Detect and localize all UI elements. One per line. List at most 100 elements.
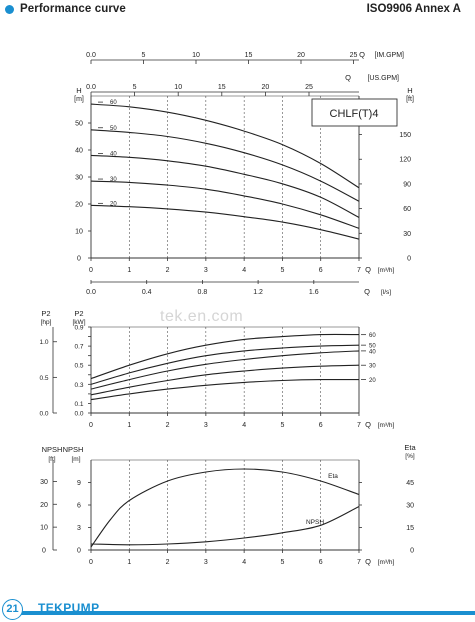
im-gpm-tick-label: 10 bbox=[192, 52, 200, 59]
h-x-unit: [m³/h] bbox=[378, 267, 395, 274]
p2-x-unit: [m³/h] bbox=[378, 422, 395, 429]
h-x-tick-label: 2 bbox=[166, 267, 170, 274]
us-gpm-unit-label: [US.GPM] bbox=[367, 75, 399, 82]
us-gpm-tick-label: 0.0 bbox=[86, 84, 96, 91]
h-left-tick-label: 30 bbox=[75, 175, 83, 182]
curve-npsh bbox=[90, 506, 360, 546]
p2-kw-tick-label: 0.5 bbox=[74, 363, 83, 370]
h-right-tick-label: 90 bbox=[403, 181, 411, 188]
ls-tick-label: 0.4 bbox=[142, 289, 152, 296]
h-right-tick-label: 30 bbox=[403, 231, 411, 238]
h-left-tick-label: 10 bbox=[75, 229, 83, 236]
eta-axis-title: Eta bbox=[404, 443, 416, 452]
h-left-axis-title: H bbox=[76, 86, 81, 95]
h-x-tick-label: 6 bbox=[319, 267, 323, 274]
p2-curve-40 bbox=[90, 350, 360, 390]
im-gpm-tick-label: 25 bbox=[350, 52, 358, 59]
npsh-x-unit: [m³/h] bbox=[378, 559, 395, 566]
h-curve-30 bbox=[90, 180, 360, 229]
ls-unit-label: [l/s] bbox=[381, 289, 391, 296]
npsh-m-tick-label: 0 bbox=[77, 548, 81, 555]
p2-curve-label-30: 30 bbox=[369, 364, 376, 370]
npsh-x-tick-label: 6 bbox=[319, 559, 323, 566]
h-x-tick-label: 0 bbox=[89, 267, 93, 274]
p2-curve-label-40: 40 bbox=[369, 349, 376, 355]
im-gpm-unit-label: [IM.GPM] bbox=[374, 52, 404, 59]
npsh-ft-tick-label: 30 bbox=[40, 479, 48, 486]
h-x-tick-label: 5 bbox=[280, 267, 284, 274]
eta-tick-label: 45 bbox=[406, 480, 414, 487]
npsh-m-tick-label: 6 bbox=[77, 503, 81, 510]
p2-kw-unit: [kW] bbox=[73, 319, 86, 326]
p2-hp-tick-label: 0.5 bbox=[39, 375, 48, 382]
npsh-m-axis-title: NPSH bbox=[63, 445, 84, 454]
p2-x-tick-label: 1 bbox=[127, 422, 131, 429]
h-right-tick-label: 60 bbox=[403, 206, 411, 213]
npsh-m-unit: [m] bbox=[71, 456, 80, 463]
eta-curve-label: Eta bbox=[328, 473, 338, 480]
npsh-x-tick-label: 3 bbox=[204, 559, 208, 566]
p2-curve-50 bbox=[90, 344, 360, 385]
npsh-x-axis-title: Q bbox=[365, 557, 371, 566]
p2-curve-20 bbox=[90, 378, 360, 401]
standard-label: ISO9906 Annex A bbox=[366, 3, 461, 15]
npsh-m-tick-label: 9 bbox=[77, 480, 81, 487]
h-curve-label-60: 60 bbox=[110, 100, 117, 106]
p2-curve-60 bbox=[90, 333, 360, 380]
ls-tick-label: 0.0 bbox=[86, 289, 96, 296]
h-left-unit: [m] bbox=[74, 96, 84, 103]
p2-x-tick-label: 5 bbox=[280, 422, 284, 429]
us-gpm-tick-label: 15 bbox=[218, 84, 226, 91]
h-curve-40 bbox=[90, 154, 360, 218]
h-left-tick-label: 40 bbox=[75, 148, 83, 155]
page-number-badge: 21 bbox=[2, 599, 23, 620]
p2-kw-tick-label: 0.9 bbox=[74, 325, 83, 332]
npsh-m-tick-label: 3 bbox=[77, 525, 81, 532]
h-x-tick-label: 1 bbox=[127, 267, 131, 274]
watermark-text: tek.en.com bbox=[160, 308, 244, 325]
npsh-x-tick-label: 5 bbox=[280, 559, 284, 566]
ls-tick-label: 1.6 bbox=[309, 289, 319, 296]
h-x-tick-label: 7 bbox=[357, 267, 361, 274]
p2-kw-tick-label: 0.0 bbox=[74, 411, 83, 418]
npsh-ft-tick-label: 20 bbox=[40, 502, 48, 509]
npsh-x-tick-label: 1 bbox=[127, 559, 131, 566]
im-gpm-tick-label: 0.0 bbox=[86, 52, 96, 59]
npsh-x-tick-label: 0 bbox=[89, 559, 93, 566]
im-gpm-tick-label: 20 bbox=[297, 52, 305, 59]
p2-hp-tick-label: 1.0 bbox=[39, 339, 48, 346]
curve-eta bbox=[90, 468, 360, 548]
npsh-ft-tick-label: 0 bbox=[42, 548, 46, 555]
h-curve-label-20: 20 bbox=[110, 201, 117, 207]
npsh-x-tick-label: 7 bbox=[357, 559, 361, 566]
npsh-ft-tick-label: 10 bbox=[40, 525, 48, 532]
h-curve-50 bbox=[90, 129, 360, 202]
p2-curve-30 bbox=[90, 364, 360, 396]
eta-tick-label: 15 bbox=[406, 525, 414, 532]
p2-x-tick-label: 6 bbox=[319, 422, 323, 429]
p2-kw-tick-label: 0.3 bbox=[74, 382, 83, 389]
eta-tick-label: 0 bbox=[410, 548, 414, 555]
us-gpm-tick-label: 10 bbox=[174, 84, 182, 91]
p2-x-axis-title: Q bbox=[365, 420, 371, 429]
npsh-curve-label: NPSH bbox=[306, 519, 324, 526]
h-curve-label-30: 30 bbox=[110, 177, 117, 183]
h-right-tick-label: 150 bbox=[399, 132, 411, 139]
npsh-x-tick-label: 2 bbox=[166, 559, 170, 566]
h-right-tick-label: 0 bbox=[407, 256, 411, 263]
h-left-tick-label: 0 bbox=[77, 256, 81, 263]
model-label-box bbox=[311, 98, 398, 127]
p2-hp-unit: [hp] bbox=[41, 319, 52, 326]
h-right-tick-label: 120 bbox=[399, 157, 411, 164]
p2-curve-label-60: 60 bbox=[369, 333, 376, 339]
p2-curve-label-20: 20 bbox=[369, 378, 376, 384]
model-label: CHLF(T)4 bbox=[330, 108, 379, 120]
us-gpm-tick-label: 20 bbox=[262, 84, 270, 91]
p2-kw-tick-label: 0.1 bbox=[74, 401, 83, 408]
h-x-axis-title: Q bbox=[365, 265, 371, 274]
p2-curve-label-50: 50 bbox=[369, 344, 376, 350]
im-gpm-tick-label: 15 bbox=[245, 52, 253, 59]
h-curve-label-40: 40 bbox=[110, 151, 117, 157]
brand-logo-text: TEKPUMP bbox=[38, 601, 100, 615]
